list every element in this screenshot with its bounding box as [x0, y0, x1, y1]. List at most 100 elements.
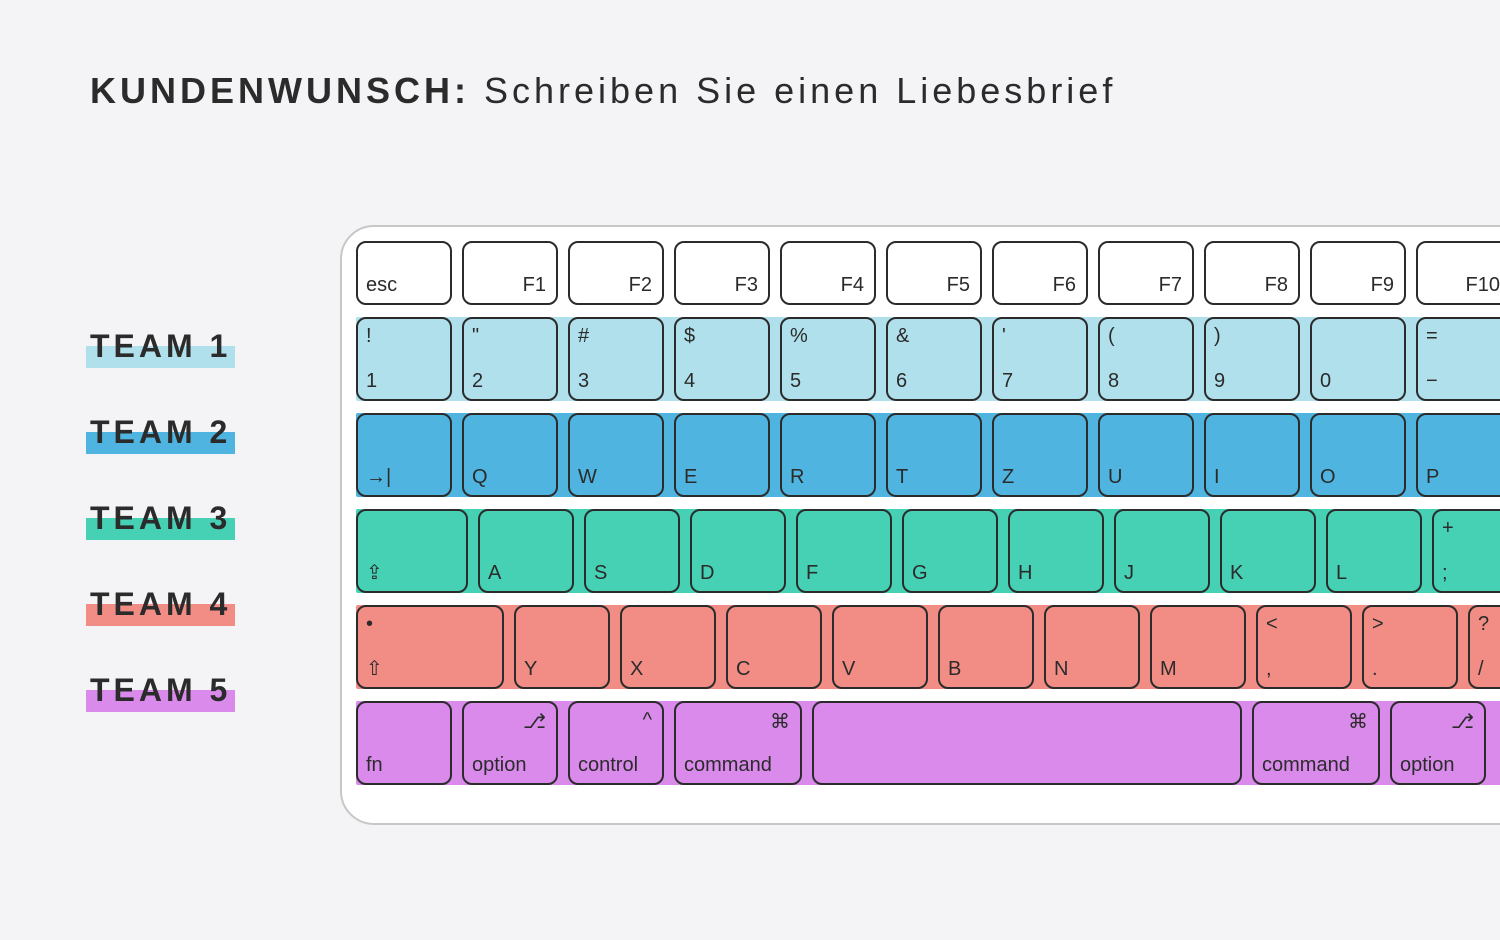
key-label: #	[578, 325, 589, 348]
key[interactable]: F4	[780, 241, 876, 305]
key-label: F8	[1265, 274, 1288, 297]
key[interactable]: F1	[462, 241, 558, 305]
key[interactable]: F8	[1204, 241, 1300, 305]
key[interactable]: N	[1044, 605, 1140, 689]
key[interactable]: R	[780, 413, 876, 497]
key[interactable]: ^control	[568, 701, 664, 785]
key[interactable]: Z	[992, 413, 1088, 497]
key[interactable]: ?/	[1468, 605, 1500, 689]
key-label: F1	[523, 274, 546, 297]
key[interactable]: H	[1008, 509, 1104, 593]
key[interactable]: '7	[992, 317, 1088, 401]
key[interactable]: ⎇option	[462, 701, 558, 785]
key[interactable]: C	[726, 605, 822, 689]
key-label: F5	[947, 274, 970, 297]
key[interactable]: V	[832, 605, 928, 689]
key-label: option	[1400, 754, 1455, 777]
key[interactable]: U	[1098, 413, 1194, 497]
key[interactable]: S	[584, 509, 680, 593]
key[interactable]: !1	[356, 317, 452, 401]
key[interactable]	[812, 701, 1242, 785]
key-label: fn	[366, 754, 383, 777]
keyboard-row-home: ⇪ASDFGHJKL+;*:	[356, 509, 1500, 593]
legend-label: TEAM 2	[90, 414, 231, 450]
key[interactable]: $4	[674, 317, 770, 401]
key[interactable]: <,	[1256, 605, 1352, 689]
key[interactable]: Y	[514, 605, 610, 689]
key-label: B	[948, 658, 961, 681]
key-label: esc	[366, 274, 397, 297]
key-label: E	[684, 466, 697, 489]
key[interactable]: "2	[462, 317, 558, 401]
key[interactable]: B	[938, 605, 1034, 689]
legend-item: TEAM 3	[90, 502, 231, 534]
key[interactable]: M	[1150, 605, 1246, 689]
key-label: R	[790, 466, 804, 489]
key-label: X	[630, 658, 643, 681]
key[interactable]: •⇧	[356, 605, 504, 689]
key[interactable]: fn	[356, 701, 452, 785]
key-label: G	[912, 562, 928, 585]
legend-item: TEAM 1	[90, 330, 231, 362]
key[interactable]: X	[620, 605, 716, 689]
key-label: P	[1426, 466, 1439, 489]
headline-strong: KUNDENWUNSCH:	[90, 70, 470, 111]
key-label: →|	[366, 466, 391, 489]
key[interactable]: E	[674, 413, 770, 497]
key[interactable]: F2	[568, 241, 664, 305]
key-label: F3	[735, 274, 758, 297]
keyboard-row-mod: fn⎇option^control⌘command⌘command⎇option	[356, 701, 1486, 785]
key-label: (	[1108, 325, 1115, 348]
key[interactable]: F10	[1416, 241, 1500, 305]
key[interactable]: >.	[1362, 605, 1458, 689]
key-label: ,	[1266, 658, 1272, 681]
key[interactable]: ⎇ option	[1390, 701, 1486, 785]
keyboard-row-qwerty: →| QWE R T ZUIOP	[356, 413, 1500, 497]
key[interactable]: →|	[356, 413, 452, 497]
key[interactable]: O	[1310, 413, 1406, 497]
key[interactable]: ⇪	[356, 509, 468, 593]
key[interactable]: P	[1416, 413, 1500, 497]
key[interactable]: ⌘command	[674, 701, 802, 785]
key[interactable]: F7	[1098, 241, 1194, 305]
key[interactable]: F3	[674, 241, 770, 305]
keyboard-row-fn: escF1F2F3F4F5F6F7F8F9F10F11	[356, 241, 1500, 305]
key[interactable]: +;	[1432, 509, 1500, 593]
key[interactable]: (8	[1098, 317, 1194, 401]
key[interactable]: )9	[1204, 317, 1300, 401]
key[interactable]: T	[886, 413, 982, 497]
key[interactable]: %5	[780, 317, 876, 401]
key[interactable]: F	[796, 509, 892, 593]
key[interactable]: 0	[1310, 317, 1406, 401]
key-label: T	[896, 466, 908, 489]
key[interactable]: K	[1220, 509, 1316, 593]
key[interactable]: &6	[886, 317, 982, 401]
key-label: 4	[684, 370, 695, 393]
key-label: F2	[629, 274, 652, 297]
key[interactable]: D	[690, 509, 786, 593]
key[interactable]: J	[1114, 509, 1210, 593]
key[interactable]: #3	[568, 317, 664, 401]
key-label: ⎇	[1451, 709, 1474, 734]
key[interactable]: G	[902, 509, 998, 593]
key[interactable]: F6	[992, 241, 1088, 305]
legend-item: TEAM 5	[90, 674, 231, 706]
key-label: =	[1426, 325, 1438, 348]
key-label: F10	[1466, 274, 1500, 297]
key[interactable]: F5	[886, 241, 982, 305]
legend-label: TEAM 3	[90, 500, 231, 536]
key-label: H	[1018, 562, 1032, 585]
key-label: F	[806, 562, 818, 585]
key[interactable]: A	[478, 509, 574, 593]
key[interactable]: Q	[462, 413, 558, 497]
key[interactable]: W	[568, 413, 664, 497]
key-label: •	[366, 613, 373, 636]
key[interactable]: =−	[1416, 317, 1500, 401]
key[interactable]: esc	[356, 241, 452, 305]
key[interactable]: L	[1326, 509, 1422, 593]
key-label: option	[472, 754, 527, 777]
key[interactable]: ⌘command	[1252, 701, 1380, 785]
key[interactable]: I	[1204, 413, 1300, 497]
key-label: K	[1230, 562, 1243, 585]
key[interactable]: F9	[1310, 241, 1406, 305]
